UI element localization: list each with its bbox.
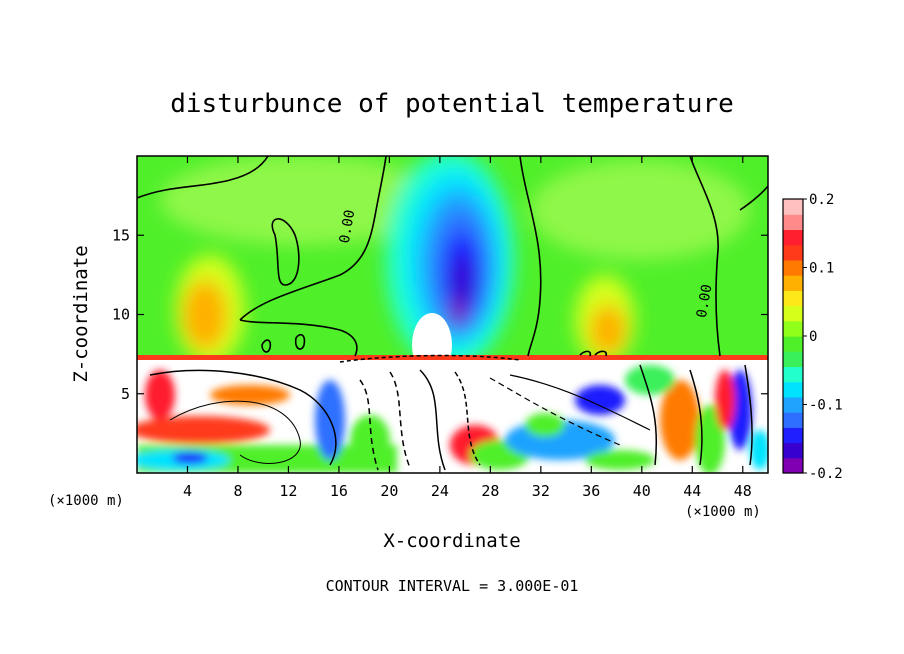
- colorbar-swatch: [783, 320, 803, 337]
- contour-lines: [137, 156, 768, 357]
- colorbar-tick-label: 0.1: [809, 261, 834, 277]
- colorbar-swatch: [783, 366, 803, 383]
- colorbar-swatch: [783, 381, 803, 398]
- x-tick-label: 40: [633, 482, 651, 500]
- contour-label: 0.00: [694, 283, 716, 319]
- colorbar-swatch: [783, 305, 803, 322]
- x-axis-label: X-coordinate: [383, 530, 520, 552]
- x-tick-label: 44: [683, 482, 701, 500]
- colorbar-swatch: [783, 351, 803, 368]
- colorbar-tick-label: -0.2: [809, 466, 843, 482]
- plot-area: [137, 156, 768, 473]
- colorbar-tick-label: -0.1: [809, 398, 843, 414]
- x-axis: 4 8 12 16 20 24 28 32 36 40 44 48: [183, 156, 752, 500]
- colorbar-swatch: [783, 457, 803, 474]
- y-tick-label: 10: [112, 306, 130, 324]
- colorbar-swatch: [783, 412, 803, 428]
- contour-interval: CONTOUR INTERVAL = 3.000E-01: [326, 577, 579, 595]
- colorbar-swatch: [783, 427, 803, 444]
- colorbar-swatch: [783, 442, 803, 459]
- lower-turbulent-field: [137, 354, 768, 473]
- x-tick-label: 32: [532, 482, 550, 500]
- colorbar-swatch: [783, 259, 803, 276]
- y-axis: 5 10 15: [112, 226, 768, 403]
- colorbar-swatch: [783, 396, 803, 413]
- colorbar-tick-label: 0: [809, 329, 817, 345]
- chart-title: disturbunce of potential temperature: [170, 89, 734, 119]
- colorbar-swatch: [783, 290, 803, 307]
- colorbar-swatch: [783, 244, 803, 261]
- contour-labels-layer: 0.00 0.00: [337, 209, 716, 319]
- x-tick-label: 36: [582, 482, 600, 500]
- x-tick-label: 28: [481, 482, 499, 500]
- x-tick-label: 12: [279, 482, 297, 500]
- colorbar-swatch: [783, 275, 803, 291]
- colorbar-swatch: [783, 229, 803, 246]
- colorbar-swatch: [783, 336, 803, 352]
- colorbar: 0.2 0.1 0 -0.1 -0.2: [782, 192, 843, 482]
- upper-field: [160, 156, 750, 370]
- x-tick-label: 8: [233, 482, 242, 500]
- x-tick-label: 24: [431, 482, 449, 500]
- colorbar-swatch: [783, 199, 803, 215]
- y-tick-label: 5: [121, 385, 130, 403]
- x-unit-right: (×1000 m): [685, 504, 761, 520]
- contour-label: 0.00: [337, 209, 359, 245]
- x-tick-label: 4: [183, 482, 192, 500]
- x-tick-label: 20: [380, 482, 398, 500]
- x-unit-left: (×1000 m): [48, 493, 124, 509]
- y-tick-label: 15: [112, 226, 130, 244]
- y-axis-label: Z-coordinate: [70, 245, 92, 382]
- colorbar-tick-label: 0.2: [809, 192, 834, 208]
- x-tick-label: 16: [330, 482, 348, 500]
- x-tick-label: 48: [734, 482, 752, 500]
- colorbar-swatch: [783, 214, 803, 231]
